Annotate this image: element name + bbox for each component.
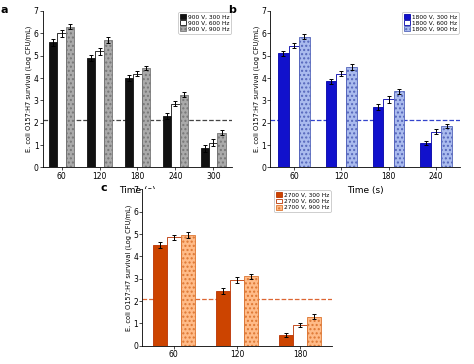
Bar: [57, 33, 66, 167]
Y-axis label: E. coli O157:H7 survival (Log CFU/mL): E. coli O157:H7 survival (Log CFU/mL): [26, 26, 32, 153]
Bar: [180, 95, 188, 167]
Y-axis label: E. coli O157:H7 survival (Log CFU/mL): E. coli O157:H7 survival (Log CFU/mL): [253, 26, 260, 153]
Bar: [278, 54, 289, 167]
Text: c: c: [100, 183, 107, 193]
Bar: [209, 143, 218, 167]
Bar: [167, 237, 181, 346]
Bar: [163, 116, 171, 167]
Bar: [142, 68, 150, 167]
Bar: [431, 132, 441, 167]
Bar: [218, 133, 226, 167]
Bar: [279, 335, 293, 346]
Bar: [441, 126, 452, 167]
Legend: 900 V, 300 Hz, 900 V, 600 Hz, 900 V, 900 Hz: 900 V, 300 Hz, 900 V, 600 Hz, 900 V, 900…: [178, 12, 231, 33]
Text: b: b: [228, 5, 237, 15]
Bar: [289, 46, 299, 167]
Bar: [336, 74, 346, 167]
Bar: [293, 325, 307, 346]
Bar: [181, 235, 195, 346]
Bar: [133, 74, 142, 167]
Bar: [95, 51, 104, 167]
Bar: [373, 107, 383, 167]
Bar: [383, 99, 394, 167]
X-axis label: Time (s): Time (s): [346, 186, 383, 195]
Bar: [125, 78, 133, 167]
Legend: 1800 V, 300 Hz, 1800 V, 600 Hz, 1800 V, 900 Hz: 1800 V, 300 Hz, 1800 V, 600 Hz, 1800 V, …: [402, 12, 459, 33]
Legend: 2700 V, 300 Hz, 2700 V, 600 Hz, 2700 V, 900 Hz: 2700 V, 300 Hz, 2700 V, 600 Hz, 2700 V, …: [274, 190, 331, 212]
Text: a: a: [1, 5, 9, 15]
Bar: [420, 143, 431, 167]
Bar: [87, 58, 95, 167]
Bar: [66, 27, 74, 167]
Bar: [307, 317, 321, 346]
Bar: [244, 277, 258, 346]
Bar: [49, 42, 57, 167]
Bar: [394, 91, 404, 167]
X-axis label: Time (s): Time (s): [119, 186, 156, 195]
Y-axis label: E. coli O157:H7 survival (Log CFU/mL): E. coli O157:H7 survival (Log CFU/mL): [125, 204, 132, 331]
Bar: [104, 40, 112, 167]
Bar: [346, 67, 357, 167]
Bar: [171, 104, 180, 167]
Bar: [201, 149, 209, 167]
Bar: [326, 82, 336, 167]
Bar: [230, 280, 244, 346]
Bar: [299, 37, 310, 167]
Bar: [153, 245, 167, 346]
Bar: [216, 291, 230, 346]
